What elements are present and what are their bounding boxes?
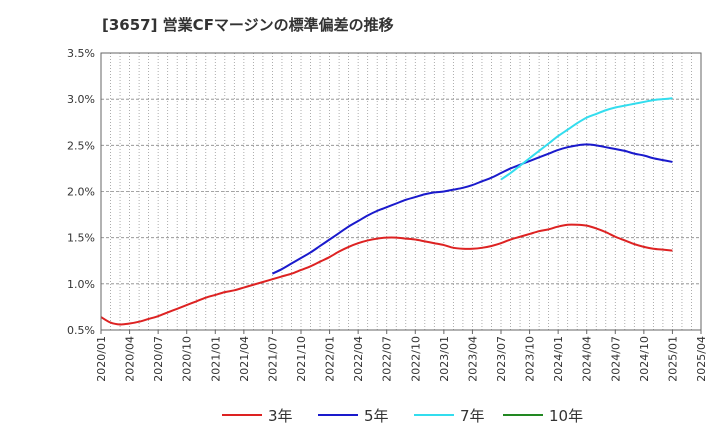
x-tick-label: 2022/01 bbox=[324, 336, 337, 382]
x-tick-label: 2023/10 bbox=[524, 336, 537, 382]
x-tick-label: 2021/04 bbox=[238, 336, 251, 382]
x-tick-label: 2023/04 bbox=[466, 336, 479, 382]
series-line bbox=[100, 223, 673, 326]
y-tick-label: 3.0% bbox=[67, 93, 95, 106]
chart-title: [3657] 営業CFマージンの標準偏差の推移 bbox=[102, 16, 394, 34]
x-tick-label: 2024/10 bbox=[638, 336, 651, 382]
legend-label: 3年 bbox=[268, 407, 293, 425]
x-tick-label: 2024/01 bbox=[552, 336, 565, 382]
legend-label: 7年 bbox=[460, 407, 485, 425]
x-tick-label: 2023/01 bbox=[438, 336, 451, 382]
x-tick-label: 2024/04 bbox=[581, 336, 594, 382]
x-tick-label: 2024/07 bbox=[609, 336, 622, 382]
x-tick-label: 2022/04 bbox=[352, 336, 365, 382]
x-tick-label: 2025/01 bbox=[666, 336, 679, 382]
series-line bbox=[271, 143, 673, 275]
x-tick-label: 2020/01 bbox=[95, 336, 108, 382]
legend-swatch bbox=[503, 414, 543, 416]
x-tick-label: 2023/07 bbox=[495, 336, 508, 382]
y-tick-label: 2.0% bbox=[67, 186, 95, 199]
x-tick-label: 2021/10 bbox=[295, 336, 308, 382]
y-tick-label: 2.5% bbox=[67, 139, 95, 152]
y-tick-label: 0.5% bbox=[67, 324, 95, 337]
legend-label: 5年 bbox=[364, 407, 389, 425]
legend-swatch bbox=[222, 414, 262, 416]
x-tick-label: 2022/10 bbox=[409, 336, 422, 382]
series-lines bbox=[100, 97, 673, 326]
x-tick-label: 2022/07 bbox=[381, 336, 394, 382]
legend-swatch bbox=[318, 414, 358, 416]
legend: 3年 5年 7年 10年 bbox=[0, 403, 720, 427]
legend-swatch bbox=[414, 414, 454, 416]
legend-label: 10年 bbox=[549, 407, 584, 425]
grid bbox=[101, 53, 701, 330]
plot-border bbox=[100, 52, 702, 331]
axes: 0.5% 1.0% 1.5% 2.0% 2.5% 3.0% 3.5% 2020/01 2020/… bbox=[67, 47, 708, 382]
y-tick-label: 3.5% bbox=[67, 47, 95, 60]
x-tick-label: 2021/01 bbox=[209, 336, 222, 382]
x-tick-label: 2020/07 bbox=[152, 336, 165, 382]
y-tick-label: 1.5% bbox=[67, 232, 95, 245]
x-tick-label: 2025/04 bbox=[695, 336, 708, 382]
y-tick-label: 1.0% bbox=[67, 278, 95, 291]
x-tick-label: 2020/04 bbox=[124, 336, 137, 382]
series-line bbox=[500, 97, 673, 181]
x-tick-label: 2021/07 bbox=[266, 336, 279, 382]
x-tick-label: 2020/10 bbox=[181, 336, 194, 382]
